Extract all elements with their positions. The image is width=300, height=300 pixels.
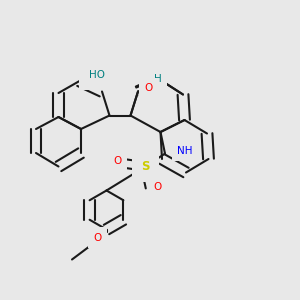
Text: S: S	[141, 160, 150, 173]
Text: O: O	[144, 83, 153, 93]
Text: NH: NH	[177, 146, 193, 156]
Text: H: H	[154, 74, 161, 85]
Text: HO: HO	[89, 70, 106, 80]
Text: O: O	[93, 232, 102, 243]
Text: O: O	[113, 155, 122, 166]
Text: O: O	[154, 182, 162, 193]
